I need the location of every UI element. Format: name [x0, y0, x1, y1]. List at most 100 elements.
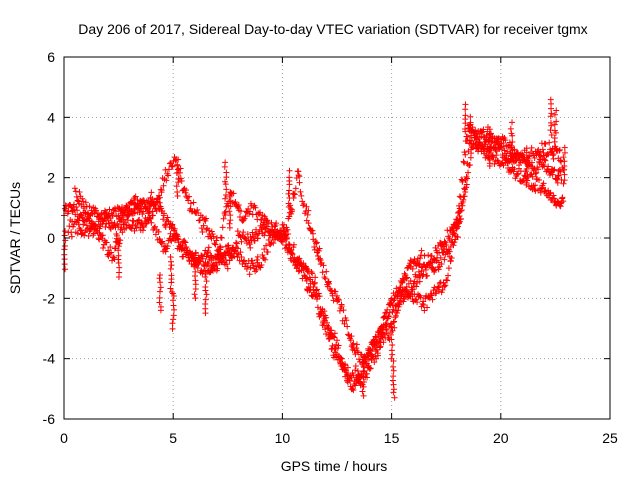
data-point: [445, 265, 452, 272]
data-point: [223, 169, 230, 176]
data-point: [322, 275, 329, 282]
data-point: [474, 133, 481, 140]
data-point: [196, 258, 203, 265]
data-point: [232, 198, 239, 205]
data-point: [540, 180, 547, 187]
data-point: [440, 243, 447, 250]
data-point: [390, 363, 397, 370]
data-point: [427, 260, 434, 267]
data-point: [381, 331, 388, 338]
data-point: [286, 195, 293, 202]
data-point: [169, 221, 176, 228]
data-point: [72, 188, 79, 195]
data-point: [298, 259, 305, 266]
data-point: [344, 323, 351, 330]
data-point: [157, 272, 164, 279]
data-point: [559, 194, 566, 201]
data-point: [468, 146, 475, 153]
data-point: [170, 235, 177, 242]
data-point: [444, 277, 451, 284]
data-point: [438, 260, 445, 267]
data-point: [360, 354, 367, 361]
data-point: [353, 345, 360, 352]
data-point: [167, 265, 174, 272]
data-point: [182, 189, 189, 196]
data-point: [101, 207, 108, 214]
data-point: [105, 217, 112, 224]
data-point: [538, 185, 545, 192]
data-point: [237, 249, 244, 256]
data-point: [168, 162, 175, 169]
data-point: [417, 252, 424, 259]
data-point: [277, 227, 284, 234]
data-point: [71, 185, 78, 192]
data-point: [491, 160, 498, 167]
data-point: [388, 355, 395, 362]
data-point: [227, 212, 234, 219]
data-point: [363, 360, 370, 367]
data-point: [333, 292, 340, 299]
data-point: [168, 262, 175, 269]
data-point: [372, 348, 379, 355]
data-point: [316, 245, 323, 252]
data-point: [463, 133, 470, 140]
data-point: [244, 231, 251, 238]
data-point: [79, 195, 86, 202]
data-point: [392, 314, 399, 321]
data-point: [464, 175, 471, 182]
data-point: [561, 158, 568, 165]
data-point: [366, 365, 373, 372]
data-point: [448, 254, 455, 261]
data-point: [550, 192, 557, 199]
data-point: [70, 223, 77, 230]
data-point: [555, 172, 562, 179]
data-point: [389, 351, 396, 358]
data-point: [212, 241, 219, 248]
data-point: [400, 276, 407, 283]
y-tick-label: 4: [47, 109, 55, 125]
data-point: [391, 324, 398, 331]
data-point: [335, 342, 342, 349]
data-point: [421, 307, 428, 314]
data-point: [401, 296, 408, 303]
data-point: [409, 265, 416, 272]
data-point: [557, 157, 564, 164]
data-point: [390, 389, 397, 396]
data-point: [166, 166, 173, 173]
data-point: [152, 231, 159, 238]
data-point: [467, 113, 474, 120]
data-point: [349, 341, 356, 348]
data-point: [228, 252, 235, 259]
data-point: [336, 297, 343, 304]
data-point: [223, 261, 230, 268]
data-point: [463, 181, 470, 188]
data-point: [460, 158, 467, 165]
data-point: [509, 139, 516, 146]
data-point: [360, 368, 367, 375]
data-point: [311, 244, 318, 251]
data-point: [552, 143, 559, 150]
data-point: [243, 236, 249, 243]
data-point: [127, 208, 134, 215]
data-point: [359, 388, 366, 395]
data-point: [443, 276, 450, 283]
data-point: [209, 231, 216, 238]
data-point: [246, 271, 253, 278]
data-point: [226, 220, 233, 227]
data-point: [336, 307, 343, 314]
data-point: [215, 251, 222, 258]
y-tick-label: -2: [43, 290, 56, 306]
data-point: [99, 232, 106, 239]
data-point: [203, 226, 210, 233]
data-point: [115, 247, 122, 254]
data-point: [545, 163, 552, 170]
data-point: [200, 222, 207, 229]
data-point: [106, 224, 113, 231]
data-point: [175, 156, 182, 163]
data-point: [416, 255, 423, 262]
data-point: [183, 243, 190, 250]
data-point: [285, 200, 292, 207]
data-point: [551, 111, 558, 118]
data-point: [441, 256, 448, 263]
data-point: [468, 132, 475, 139]
